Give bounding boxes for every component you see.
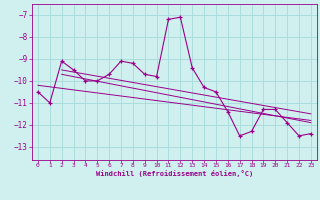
X-axis label: Windchill (Refroidissement éolien,°C): Windchill (Refroidissement éolien,°C) (96, 170, 253, 177)
